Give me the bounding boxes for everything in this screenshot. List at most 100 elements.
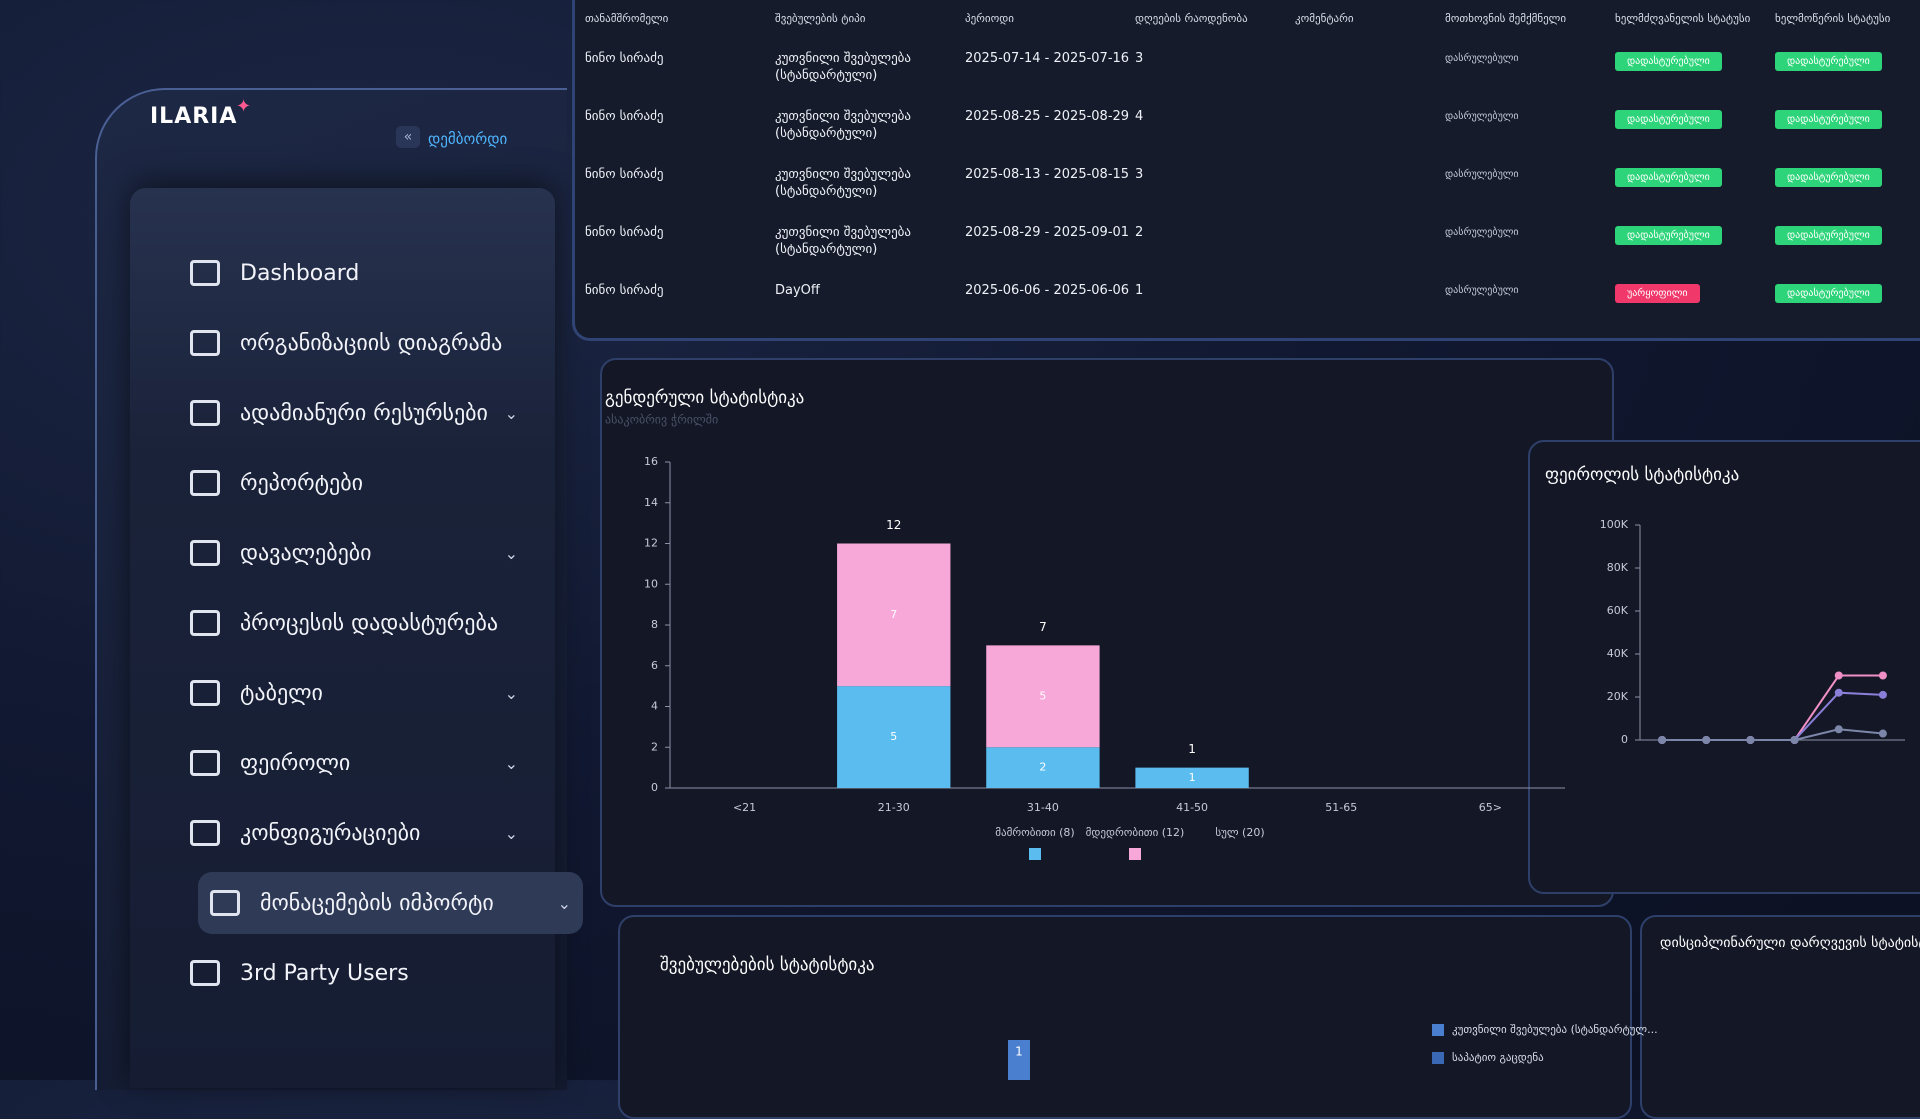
table-cell: 2 <box>1135 225 1144 240</box>
menu-item[interactable]: პროცესის დადასტურება <box>130 592 530 654</box>
line <box>1662 728 1884 741</box>
table-cell: კუთვნილი შვებულება (სტანდარტული) <box>775 51 912 83</box>
menu-item[interactable]: ადამიანური რესურსები ⌄ <box>130 382 530 444</box>
table-cell: დასრულებული <box>1445 169 1519 180</box>
legend-label: კუთვნილი შვებულება (სტანდარტულ... <box>1452 1023 1658 1036</box>
menu-panel: Dashboard ორგანიზაციის დიაგრამა ადამიანური… <box>130 188 583 1088</box>
column-header: შვებულების ტიპი <box>775 12 866 25</box>
menu-item[interactable]: Dashboard <box>130 242 530 304</box>
y-tick-label: 60K <box>1607 604 1629 617</box>
chevron[interactable]: ⌄ <box>504 543 518 563</box>
table-cell: 2025-08-13 - 2025-08-15 <box>965 167 1130 182</box>
table-cell: ნინო სირაძე <box>585 225 664 240</box>
line <box>1662 691 1883 741</box>
menu-icon <box>190 470 220 496</box>
table-cell: 2025-07-14 - 2025-07-16 <box>965 51 1130 66</box>
menu-item[interactable]: დავალებები ⌄ <box>130 522 530 584</box>
chevron[interactable]: ⌄ <box>504 753 518 773</box>
table-cell: DayOff <box>775 283 820 298</box>
point <box>1790 736 1799 744</box>
bar-segment <box>1135 767 1249 788</box>
column-header: ხელმძღვანელის სტატუსი <box>1615 12 1751 25</box>
legend-swatch <box>1432 1052 1444 1064</box>
x-tick-label: 31-40 <box>1027 801 1059 814</box>
menu-item[interactable]: კონფიგურაციები ⌄ <box>130 802 530 864</box>
table-cell: 3 <box>1135 51 1144 66</box>
point <box>1834 688 1843 697</box>
table-cell: 3 <box>1135 167 1144 182</box>
chart-title: გენდერული სტატისტიკა <box>605 388 804 408</box>
logo[interactable]: ILARIA <box>150 104 238 129</box>
legend-total: სულ (20) <box>1215 826 1264 839</box>
menu-label: 3rd Party Users <box>240 960 409 986</box>
table-cell: ნინო სირაძე <box>585 167 664 182</box>
point <box>1746 736 1755 744</box>
menu-item[interactable]: ფეიროლი ⌄ <box>130 732 530 794</box>
table-cell: დასრულებული <box>1445 53 1519 64</box>
menu-item[interactable]: ორგანიზაციის დიაგრამა <box>130 312 530 374</box>
menu-icon <box>190 960 220 986</box>
point <box>1878 729 1887 738</box>
segment-label: 5 <box>1039 689 1046 702</box>
menu-icon <box>190 610 220 636</box>
bar-segment <box>837 543 951 687</box>
chevron[interactable]: ⌄ <box>504 403 518 423</box>
menu-item[interactable]: მონაცემების იმპორტი ⌄ <box>198 872 583 934</box>
y-tick-label: 0 <box>651 781 658 794</box>
column-header: მოთხოვნის შემქმნელი <box>1445 12 1567 25</box>
table-cell: ნინო სირაძე <box>585 109 664 124</box>
column-header: კომენტარი <box>1295 12 1354 25</box>
menu-icon <box>190 330 220 356</box>
chevron[interactable]: ⌄ <box>504 823 518 843</box>
menu-label: დავალებები <box>240 540 372 566</box>
table-cell: ნინო სირაძე <box>585 283 664 298</box>
status-badge: დადასტურებული <box>1615 52 1722 71</box>
total-label: 7 <box>1039 620 1047 634</box>
status-badge: დადასტურებული <box>1775 52 1882 71</box>
bar-segment <box>986 747 1100 788</box>
table-cell: დასრულებული <box>1445 285 1519 296</box>
table-cell: 2025-08-25 - 2025-08-29 <box>965 109 1130 124</box>
column-header: თანამშრომელი <box>585 12 669 25</box>
legend-label: მამრობითი (8) <box>995 826 1074 839</box>
segment-label: 7 <box>890 608 897 621</box>
table-cell: 4 <box>1135 109 1144 124</box>
y-tick-label: 8 <box>651 618 658 631</box>
table-cell: დასრულებული <box>1445 111 1519 122</box>
status-badge: უარყოფილი <box>1615 284 1700 303</box>
y-tick-label: 100K <box>1600 518 1629 531</box>
status-badge: დადასტურებული <box>1615 168 1722 187</box>
y-tick-label: 4 <box>651 700 658 713</box>
column-header: დღეების რაოდენობა <box>1135 12 1248 25</box>
table-cell: დასრულებული <box>1445 227 1519 238</box>
point <box>1702 736 1711 744</box>
status-badge: დადასტურებული <box>1775 284 1882 303</box>
y-tick-label: 40K <box>1607 647 1629 660</box>
x-tick-label: 21-30 <box>878 801 910 814</box>
chevron[interactable]: ⌄ <box>504 683 518 703</box>
menu-item[interactable]: რეპორტები <box>130 452 530 514</box>
collapse-icon[interactable]: « <box>396 126 420 148</box>
point <box>1834 671 1843 680</box>
menu-label: Dashboard <box>240 260 360 286</box>
bar-segment <box>837 686 951 788</box>
collapse-button[interactable]: დემბორდი <box>428 130 508 148</box>
x-tick-label: <21 <box>733 801 756 814</box>
menu-label: მონაცემების იმპორტი <box>260 890 494 916</box>
status-badge: დადასტურებული <box>1615 110 1722 129</box>
menu-icon <box>190 750 220 776</box>
menu-label: კონფიგურაციები <box>240 820 421 846</box>
chart-subtitle: ასაკობრივ ჭრილში <box>605 413 718 427</box>
logo-star: ✦ <box>236 96 252 117</box>
point <box>1834 725 1843 734</box>
point <box>1878 690 1887 699</box>
menu-item[interactable]: 3rd Party Users <box>130 942 530 1004</box>
menu-item[interactable]: ტაბელი ⌄ <box>130 662 530 724</box>
chart-title: დისციპლინარული დარღვევის სტატისტიკა <box>1660 934 1920 951</box>
legend-label: მდედრობითი (12) <box>1086 826 1185 839</box>
status-badge: დადასტურებული <box>1775 168 1882 187</box>
chevron[interactable]: ⌄ <box>557 893 571 913</box>
status-badge: დადასტურებული <box>1775 110 1882 129</box>
menu-label: ორგანიზაციის დიაგრამა <box>240 330 503 356</box>
y-tick-label: 6 <box>651 659 658 672</box>
